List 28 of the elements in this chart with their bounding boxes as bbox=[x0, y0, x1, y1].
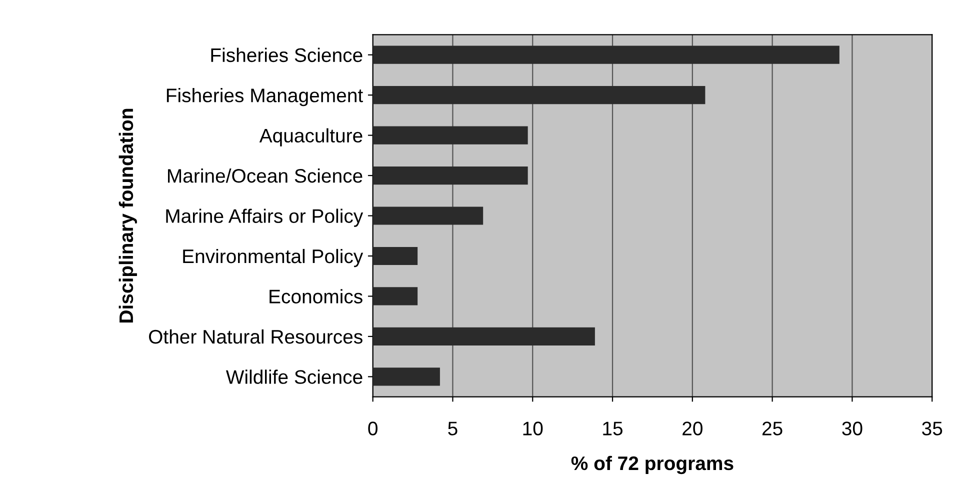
x-tick-label: 25 bbox=[762, 422, 782, 436]
x-tick-label: 0 bbox=[368, 422, 378, 436]
x-tick-label: 30 bbox=[842, 422, 862, 436]
y-tick-label: Fisheries Science bbox=[211, 48, 362, 62]
bar bbox=[372, 206, 484, 225]
bar bbox=[372, 126, 528, 144]
x-tick-label: 20 bbox=[682, 422, 702, 436]
y-tick-label: Aquaculture bbox=[259, 128, 362, 146]
y-tick-label: Economics bbox=[270, 289, 362, 304]
x-tick-label: 35 bbox=[922, 422, 942, 436]
bar bbox=[372, 46, 840, 64]
x-tick-label: 5 bbox=[448, 422, 458, 436]
y-tick-label: Other Natural Resources bbox=[148, 329, 362, 344]
y-tick-label: Marine/Ocean Science bbox=[168, 168, 362, 183]
y-axis-title: Disciplinary foundation bbox=[118, 108, 137, 322]
y-tick-label: Environmental Policy bbox=[183, 248, 364, 268]
x-tick-label: 15 bbox=[603, 422, 623, 436]
bar bbox=[372, 166, 528, 185]
y-tick-label: Wildlife Science bbox=[226, 370, 362, 384]
y-tick-label: Fisheries Management bbox=[166, 88, 363, 106]
x-tick-label: 10 bbox=[523, 422, 543, 436]
x-axis-title: % of 72 programs bbox=[571, 456, 734, 474]
bar bbox=[372, 287, 418, 306]
bar bbox=[372, 368, 440, 386]
bar bbox=[372, 246, 418, 266]
y-tick-label: Marine Affairs or Policy bbox=[166, 208, 364, 227]
bar bbox=[372, 327, 595, 346]
bar bbox=[372, 86, 706, 104]
